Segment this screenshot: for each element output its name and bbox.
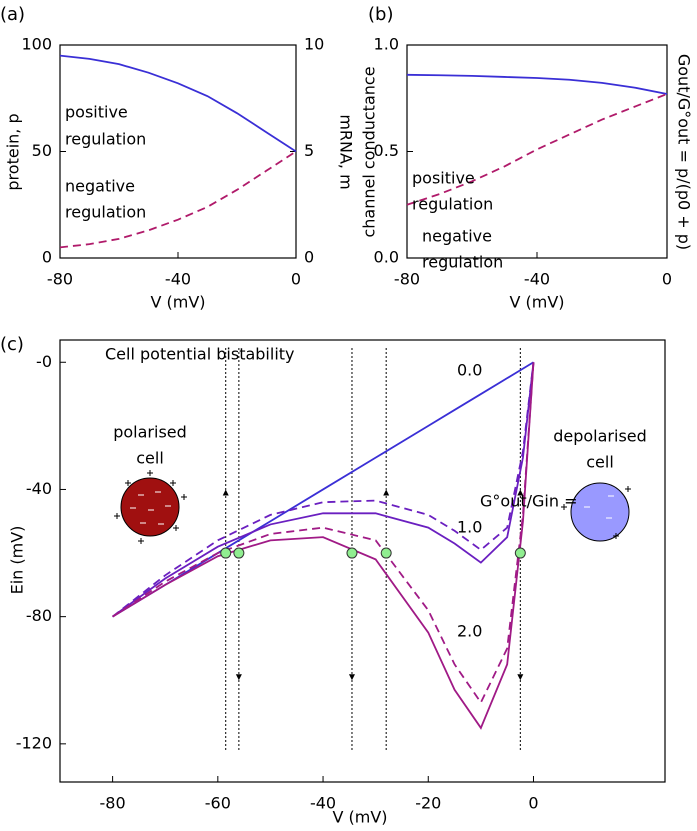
curve: [112, 362, 535, 730]
annotation: 2.0: [457, 622, 482, 641]
y-tick-label: 0.5: [374, 141, 399, 160]
arrow-head: [517, 489, 524, 496]
panel-label: (c): [0, 334, 24, 355]
fixed-point: [233, 547, 245, 559]
annotation: negative: [422, 227, 492, 246]
annotation: regulation: [65, 203, 146, 222]
y2-axis-label: mRNA, m: [337, 114, 356, 189]
curve: [112, 362, 535, 618]
y-axis-label: channel conductance: [360, 66, 379, 237]
x-tick-label: -80: [394, 270, 420, 289]
plus-signs: [561, 486, 631, 539]
annotation: depolarised: [553, 427, 647, 446]
curve: [406, 93, 668, 206]
panel-label: (b): [368, 4, 393, 25]
annotation: regulation: [422, 253, 503, 272]
y2-tick-label: 10: [304, 35, 324, 54]
polarised-cell-icon: [114, 470, 187, 544]
y-tick-label: 50: [32, 141, 52, 160]
curve: [406, 73, 668, 95]
minus-signs: [584, 495, 614, 519]
x-tick-label: -80: [100, 794, 126, 813]
annotation: G°out/Gin =: [480, 492, 577, 511]
annotation: regulation: [412, 195, 493, 214]
y-tick-label: -40: [26, 479, 52, 498]
curve: [112, 362, 535, 618]
curve: [112, 361, 534, 618]
chart-title: Cell potential bistability: [105, 345, 295, 364]
x-tick-label: -20: [415, 794, 441, 813]
minus-signs: [130, 491, 171, 525]
curve: [59, 54, 297, 153]
annotation: regulation: [65, 130, 146, 149]
fixed-point: [380, 547, 392, 559]
x-tick-label: 0: [291, 270, 301, 289]
x-tick-label: -60: [205, 794, 231, 813]
annotation: positive: [65, 103, 128, 122]
axis-frame: [59, 339, 666, 783]
plus-signs: [114, 470, 187, 544]
arrow-head: [383, 489, 390, 496]
y2-axis-label: Gout/G°out = p/(p0 + p): [675, 54, 694, 250]
fixed-point: [346, 547, 358, 559]
x-axis-label: V (mV): [332, 808, 387, 827]
axis-frame: [59, 44, 297, 259]
y2-tick-label: 0: [304, 248, 314, 267]
annotation: positive: [412, 169, 475, 188]
arrow-head: [222, 489, 229, 496]
y-tick-label: 1.0: [374, 35, 399, 54]
y2-tick-label: 5: [304, 141, 314, 160]
annotation: cell: [586, 453, 614, 472]
x-axis-label: V (mV): [150, 293, 205, 312]
x-tick-label: -80: [47, 270, 73, 289]
arrow-head: [235, 674, 242, 681]
y-tick-label: 0.0: [374, 248, 399, 267]
curve: [59, 150, 297, 249]
x-tick-label: -40: [310, 794, 336, 813]
fixed-point: [514, 547, 526, 559]
x-tick-label: 0: [662, 270, 672, 289]
x-tick-label: 0: [528, 794, 538, 813]
fixed-point: [220, 547, 232, 559]
y-tick-label: -120: [16, 733, 52, 752]
annotation: 1.0: [457, 518, 482, 537]
annotation: 0.0: [457, 361, 482, 380]
arrow-head: [517, 674, 524, 681]
cell-circle: [120, 477, 180, 537]
annotation: negative: [65, 177, 135, 196]
y-axis-label: Ein (mV): [8, 526, 27, 595]
x-tick-label: -40: [165, 270, 191, 289]
arrow-head: [348, 674, 355, 681]
panel-label: (a): [0, 4, 25, 25]
y-tick-label: -0: [36, 352, 52, 371]
y-tick-label: -80: [26, 606, 52, 625]
annotation: cell: [136, 449, 164, 468]
cell-circle: [570, 482, 630, 542]
y-tick-label: 100: [21, 35, 52, 54]
y-axis-label: protein, p: [4, 113, 23, 190]
x-axis-label: V (mV): [509, 293, 564, 312]
x-tick-label: -40: [524, 270, 550, 289]
curve: [112, 362, 535, 705]
y-tick-label: 0: [42, 248, 52, 267]
depolarised-cell-icon: [561, 482, 631, 542]
annotation: polarised: [113, 423, 187, 442]
